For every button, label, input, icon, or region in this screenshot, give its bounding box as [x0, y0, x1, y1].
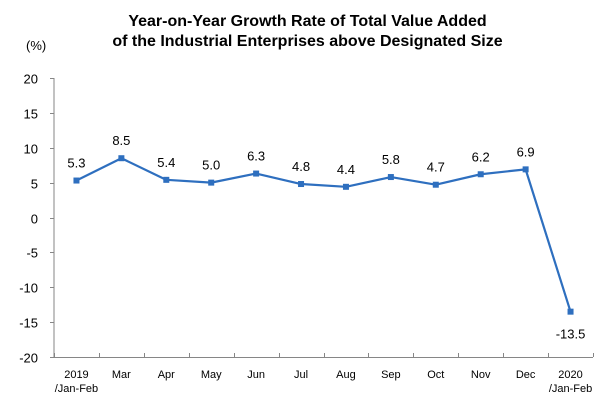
y-axis-unit-label: (%): [26, 38, 46, 53]
data-label: 5.0: [202, 158, 220, 173]
chart-title: Year-on-Year Growth Rate of Total Value …: [0, 12, 615, 52]
data-label: 4.8: [292, 159, 310, 174]
y-tick-label: 20: [24, 72, 38, 87]
data-point-marker: [522, 166, 529, 173]
x-tick-label: Mar: [112, 369, 131, 381]
y-tick-label: 15: [24, 107, 38, 122]
x-tick-label: /Jan-Feb: [55, 383, 98, 395]
data-label: 5.8: [382, 152, 400, 167]
y-tick-label: -10: [19, 281, 38, 296]
data-point-marker: [567, 308, 574, 315]
data-label: 6.2: [472, 149, 490, 164]
data-point-marker: [298, 181, 305, 188]
x-tick-label: Sep: [381, 369, 401, 381]
data-label: 4.7: [427, 160, 445, 175]
y-tick-label: -5: [26, 246, 38, 261]
data-point-marker: [73, 177, 80, 184]
data-point-marker: [432, 181, 439, 188]
series-line: [75, 157, 572, 312]
chart-title-line-1: Year-on-Year Growth Rate of Total Value …: [128, 13, 487, 30]
data-label: 6.9: [517, 144, 535, 159]
x-tick-label: Jun: [247, 369, 265, 381]
y-tick-label: 10: [24, 142, 38, 157]
data-point-marker: [208, 179, 215, 186]
x-tick-label: Aug: [336, 369, 356, 381]
x-tick-label: May: [201, 369, 222, 381]
data-point-marker: [163, 176, 170, 183]
x-tick-label: 2019: [64, 369, 88, 381]
data-point-marker: [118, 155, 125, 162]
x-tick-label: Oct: [427, 369, 444, 381]
series-layer: 5.3 8.5 5.4 5.0 6.3 4.8 4.4 5.8 4.7 6.2 6.9 -13.5: [67, 133, 585, 341]
x-tick-label: Nov: [471, 369, 491, 381]
data-point-marker: [342, 183, 349, 190]
data-point-marker: [253, 170, 260, 177]
data-label: 5.3: [67, 156, 85, 171]
x-tick-label: Apr: [158, 369, 175, 381]
y-tick-label: -20: [19, 351, 38, 366]
data-point-marker: [387, 174, 394, 181]
chart-title-line-2: of the Industrial Enterprises above Desi…: [112, 33, 503, 50]
x-tick-label: 2020: [558, 369, 582, 381]
x-tick-label: Dec: [516, 369, 536, 381]
x-tick-label: Jul: [294, 369, 308, 381]
y-tick-label: 0: [31, 212, 38, 227]
x-tick-label: /Jan-Feb: [549, 383, 592, 395]
y-tick-label: 5: [31, 177, 38, 192]
data-point-marker: [477, 171, 484, 178]
data-label: 4.4: [337, 162, 355, 177]
data-label: 6.3: [247, 149, 265, 164]
data-label: 5.4: [157, 155, 175, 170]
y-tick-label: -15: [19, 316, 38, 331]
axes: 20 15 10 5 0 -5 -10 -15 -20 2019/Jan-Feb Mar Apr May…: [19, 72, 594, 395]
data-label: -13.5: [556, 327, 586, 342]
data-label: 8.5: [112, 133, 130, 148]
